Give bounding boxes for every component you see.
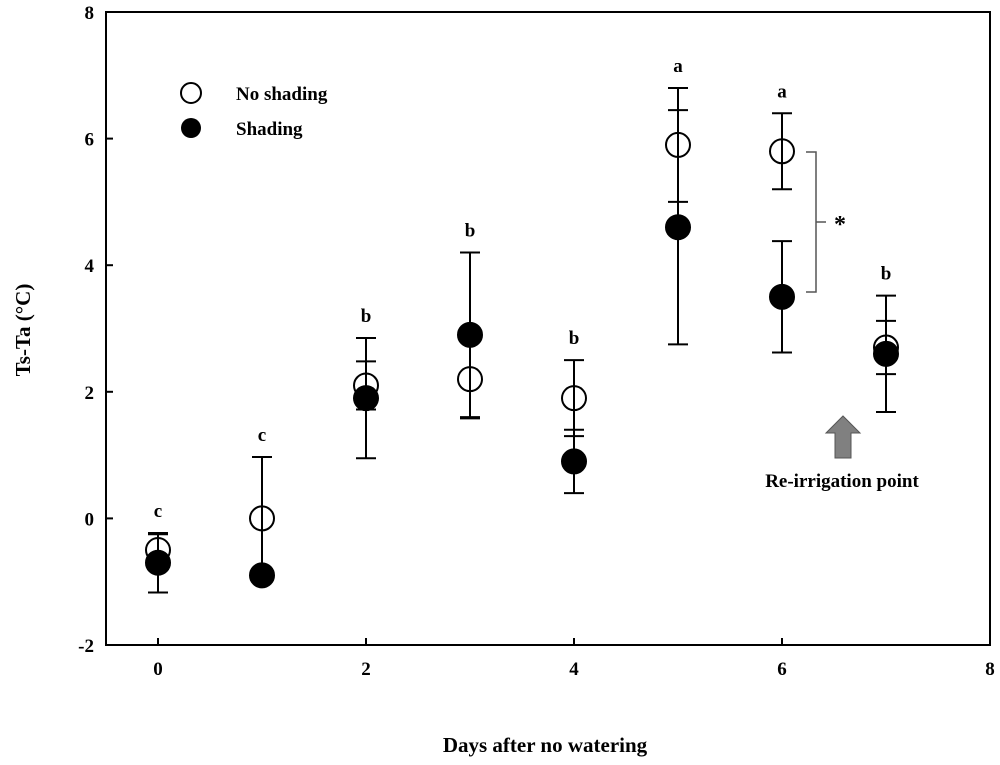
- significance-bracket: *: [806, 151, 846, 293]
- up-arrow-icon: [824, 415, 862, 459]
- point-no-shading: [249, 505, 275, 532]
- y-tick-label: -2: [78, 636, 94, 657]
- x-axis-label: Days after no watering: [443, 733, 648, 757]
- significance-letter: b: [569, 328, 580, 349]
- point-no-shading: [561, 385, 587, 412]
- significance-letter: c: [154, 501, 162, 522]
- point-shading: [457, 321, 483, 348]
- point-shading: [353, 385, 379, 412]
- significance-letter: b: [361, 306, 372, 327]
- point-shading: [145, 549, 171, 576]
- annotation-label: Re-irrigation point: [765, 471, 919, 492]
- point-shading: [561, 448, 587, 475]
- y-axis-label: Ts-Ta (°C): [11, 284, 35, 377]
- y-tick-label: 6: [85, 130, 95, 151]
- significance-letter: b: [881, 264, 892, 285]
- axes: 0 2 4 6 8 -2 0 2 4 6 8: [78, 3, 995, 680]
- y-tick-label: 2: [85, 383, 95, 404]
- legend-label-no-shading: No shading: [236, 84, 328, 105]
- point-no-shading: [457, 366, 483, 393]
- x-tick-label: 8: [985, 659, 995, 680]
- legend-label-shading: Shading: [236, 119, 303, 140]
- x-tick-label: 0: [153, 659, 163, 680]
- significance-asterisk: *: [834, 212, 846, 238]
- legend: No shading Shading: [180, 82, 328, 140]
- point-shading: [665, 214, 691, 241]
- x-tick-label: 4: [569, 659, 579, 680]
- legend-open-circle-icon: [180, 82, 202, 104]
- re-irrigation-annotation: Re-irrigation point: [765, 415, 919, 492]
- significance-letter: a: [673, 56, 683, 77]
- y-tick-label: 0: [85, 509, 95, 530]
- point-shading: [249, 562, 275, 589]
- x-tick-label: 6: [777, 659, 787, 680]
- significance-letter: a: [777, 81, 787, 102]
- significance-letter: c: [258, 425, 266, 446]
- point-shading: [769, 283, 795, 310]
- significance-letter: b: [465, 221, 476, 242]
- marks: c c b b b a a b: [145, 56, 899, 594]
- x-tick-label: 2: [361, 659, 371, 680]
- y-tick-label: 8: [85, 3, 95, 24]
- legend-filled-circle-icon: [181, 118, 201, 138]
- point-shading: [873, 340, 899, 367]
- y-tick-label: 4: [85, 256, 95, 277]
- plot-frame: [105, 11, 991, 646]
- point-no-shading: [665, 131, 691, 158]
- point-no-shading: [769, 138, 795, 165]
